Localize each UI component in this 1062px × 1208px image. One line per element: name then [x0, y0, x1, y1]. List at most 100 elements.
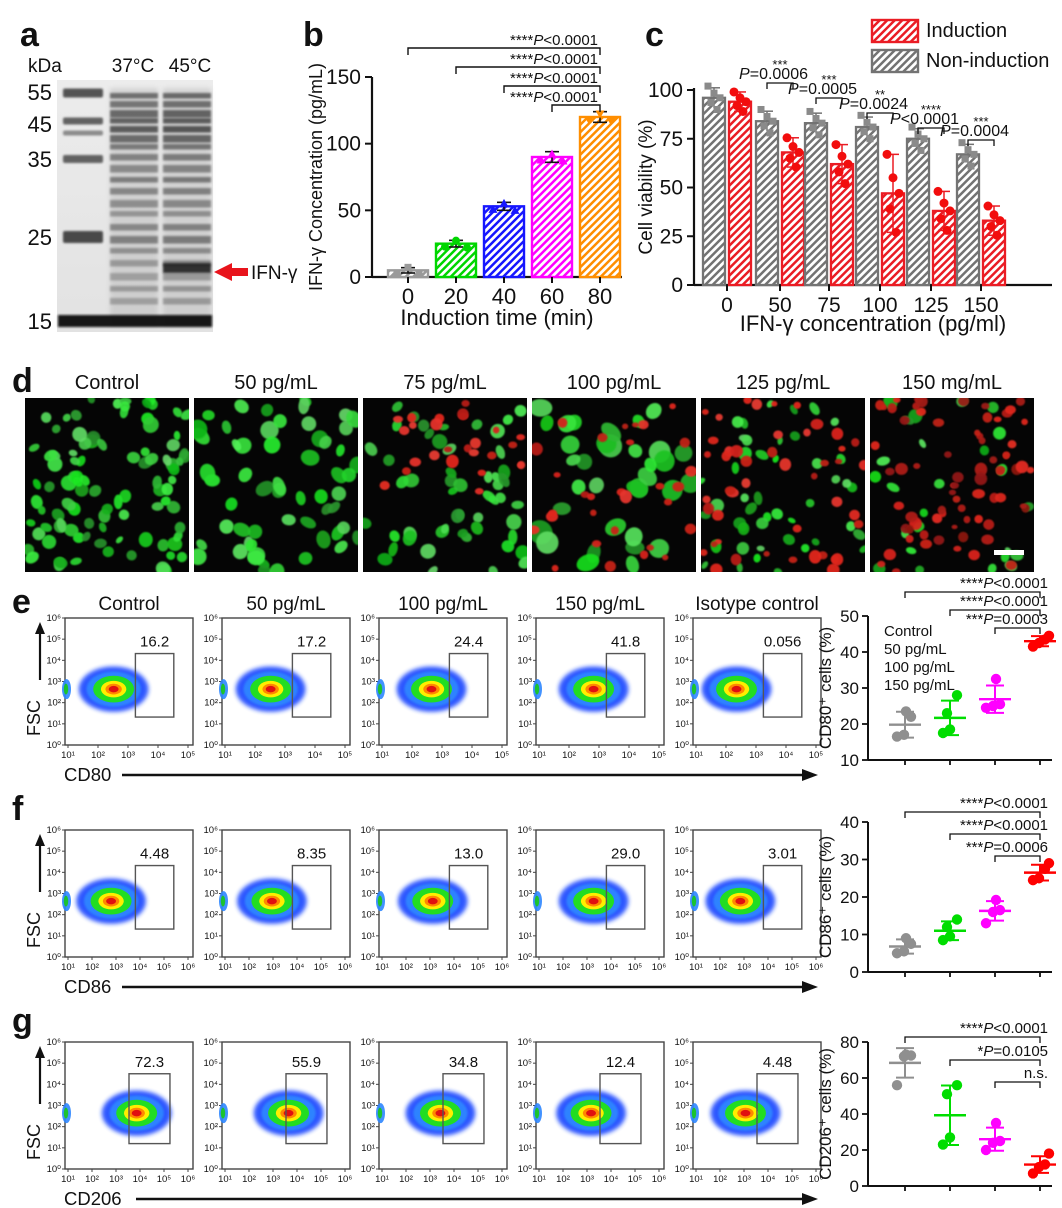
flow-xtick: 10⁵: [628, 1174, 643, 1185]
flow-ytick: 10¹: [518, 719, 532, 730]
flow-xtick: 10⁵: [338, 750, 353, 761]
flow-gate: [291, 864, 332, 930]
flow-ytick: 10³: [675, 889, 689, 900]
c-legend-swatch-0: [870, 18, 920, 44]
e-scatter-ytick: 30: [840, 679, 859, 698]
flow-xtick: 10⁵: [181, 750, 196, 761]
flow-ytick: 10⁴: [203, 655, 218, 666]
panel-c: c Induction Non-induction 0 25 50 75 100 Cell vi…: [636, 16, 1052, 336]
flow-ytick: 10²: [204, 698, 218, 709]
flow-ytick: 10¹: [361, 931, 375, 942]
flow-ytick: 10⁶: [47, 613, 62, 624]
flow-xtick: 10³: [580, 1174, 594, 1185]
flow-xtick: 10²: [399, 1174, 413, 1185]
c-bar-noninduction-75: [803, 122, 829, 287]
f-scatter-sig-0: ****P<0.0001: [960, 795, 1048, 812]
flow-ytick: 10³: [47, 1101, 61, 1112]
flow-ytick: 10⁴: [517, 1079, 532, 1090]
flow-xtick: 10⁶: [652, 962, 667, 973]
flow-ytick: 10¹: [361, 1143, 375, 1154]
flow-xtick: 10²: [242, 1174, 256, 1185]
e-scatter-ytick: 40: [840, 643, 859, 662]
c-sig-stars-5: ***: [973, 114, 988, 129]
flow-ytick: 10²: [361, 1122, 375, 1133]
flow-ytick: 10⁴: [46, 655, 61, 666]
flow-ytick: 10²: [675, 910, 689, 921]
flow-xtick: 10¹: [375, 1174, 389, 1185]
e-scatter-point: [900, 706, 912, 717]
flow-ytick: 10⁵: [203, 1058, 218, 1069]
c-sig-p-3: P=0.0024: [839, 96, 908, 113]
e-scatter-ytick: 20: [840, 715, 859, 734]
g-scatter-point: [951, 1080, 963, 1091]
flow-ytick: 10⁰: [47, 952, 62, 963]
e-scatter-ytick: 10: [840, 751, 859, 770]
flow-ytick: 10⁴: [360, 867, 375, 878]
flow-xtick: 10⁵: [471, 1174, 486, 1185]
flow-ytick: 10³: [361, 677, 375, 688]
e-scatter-point: [944, 724, 956, 735]
d-image-label-3: 100 pg/mL: [567, 372, 662, 394]
g-scatter-ytick: 20: [840, 1141, 859, 1160]
flow-ytick: 10¹: [204, 719, 218, 730]
flow-ytick: 10²: [47, 910, 61, 921]
flow-gate-value: 29.0: [611, 846, 640, 863]
d-micrograph-5: [870, 398, 1034, 572]
e-scatter-ytick: 50: [840, 607, 859, 626]
flow-xtick: 10²: [556, 962, 570, 973]
panel-f-letter: f: [12, 790, 24, 828]
flow-xtick: 10¹: [218, 750, 232, 761]
flow-xtick: 10³: [580, 962, 594, 973]
f-scatter-ytick: 40: [840, 813, 859, 832]
flow-xtick: 10⁵: [785, 1174, 800, 1185]
flow-xtick: 10⁴: [622, 750, 637, 761]
flow-ytick: 10¹: [47, 719, 61, 730]
e-scatter-point: [941, 708, 953, 719]
flow-xtick: 10⁴: [604, 962, 619, 973]
flow-ytick: 10⁵: [674, 1058, 689, 1069]
f-scatter-ytick: 30: [840, 851, 859, 870]
f-scatter-point: [1033, 873, 1045, 884]
flow-ytick: 10³: [518, 889, 532, 900]
flow-ytick: 10⁰: [47, 740, 62, 751]
flow-gate: [756, 1073, 799, 1145]
e-flow-title-1: 50 pg/mL: [246, 594, 325, 615]
b-ylabel: IFN-γ Concentration (pg/mL): [306, 63, 326, 291]
flow-ytick: 10⁰: [518, 1164, 533, 1175]
c-ylabel: Cell viability (%): [636, 119, 657, 254]
flow-ytick: 10⁶: [675, 613, 690, 624]
e-flow-title-0: Control: [98, 594, 159, 615]
g-scatter-point: [937, 1139, 949, 1150]
flow-xtick: 10¹: [218, 1174, 232, 1185]
flow-gate-value: 72.3: [135, 1054, 164, 1071]
flow-ytick: 10²: [204, 910, 218, 921]
flow-ytick: 10¹: [204, 1143, 218, 1154]
c-sig-stars-2: ***: [821, 72, 836, 87]
b-xtick-40: 40: [492, 284, 516, 309]
d-image-label-4: 125 pg/mL: [736, 372, 831, 394]
flow-xtick: 10¹: [218, 962, 232, 973]
flow-ytick: 10⁶: [361, 1037, 376, 1048]
g-scatter-sig-2: n.s.: [1024, 1065, 1048, 1082]
c-bar-noninduction-100: [854, 125, 880, 287]
f-scatter-ytick: 10: [840, 926, 859, 945]
g-scatter-point: [900, 1049, 912, 1060]
flow-gate: [448, 652, 489, 718]
flow-gate-value: 8.35: [297, 846, 326, 863]
ifn-gamma-band: [163, 263, 211, 273]
flow-xtick: 10⁴: [290, 1174, 305, 1185]
f-marker-label: CD86: [64, 976, 111, 997]
flow-xtick: 10¹: [61, 962, 75, 973]
b-bar-80: [578, 115, 622, 279]
flow-xtick: 10⁴: [447, 1174, 462, 1185]
d-micrograph-4: [701, 398, 865, 572]
flow-ytick: 10³: [204, 677, 218, 688]
c-sig-stars-1: ***: [772, 57, 787, 72]
f-scatter-point: [951, 914, 963, 925]
